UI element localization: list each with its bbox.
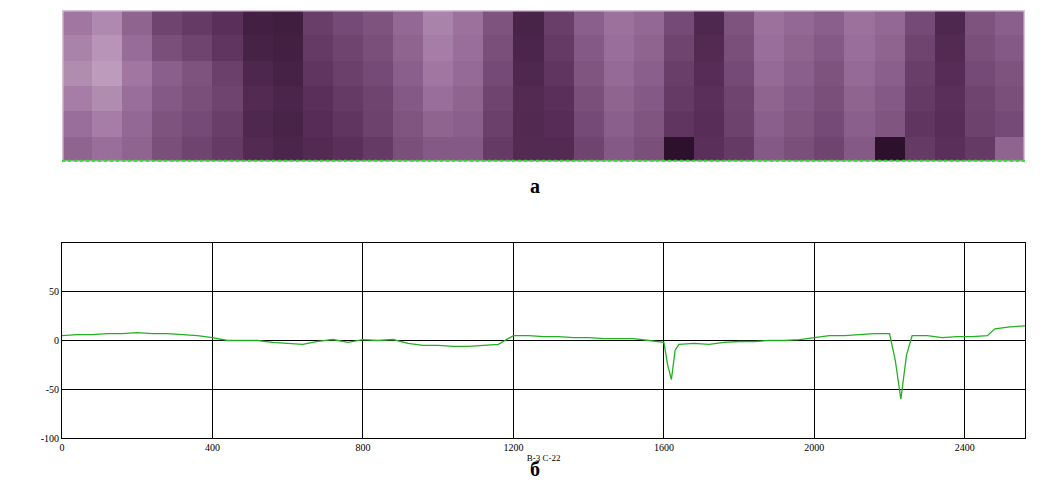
svg-text:-100: -100: [41, 433, 59, 444]
svg-text:б: б: [530, 458, 540, 480]
svg-text:2000: 2000: [804, 442, 824, 453]
svg-text:800: 800: [355, 442, 370, 453]
svg-text:0: 0: [60, 442, 65, 453]
svg-text:а: а: [530, 175, 540, 197]
svg-text:1200: 1200: [503, 442, 523, 453]
svg-text:-50: -50: [46, 384, 59, 395]
svg-text:400: 400: [205, 442, 220, 453]
svg-text:1600: 1600: [654, 442, 674, 453]
svg-text:0: 0: [54, 335, 59, 346]
svg-text:50: 50: [49, 286, 59, 297]
svg-text:2400: 2400: [955, 442, 975, 453]
svg-text:В-3 С-22: В-3 С-22: [527, 453, 561, 463]
